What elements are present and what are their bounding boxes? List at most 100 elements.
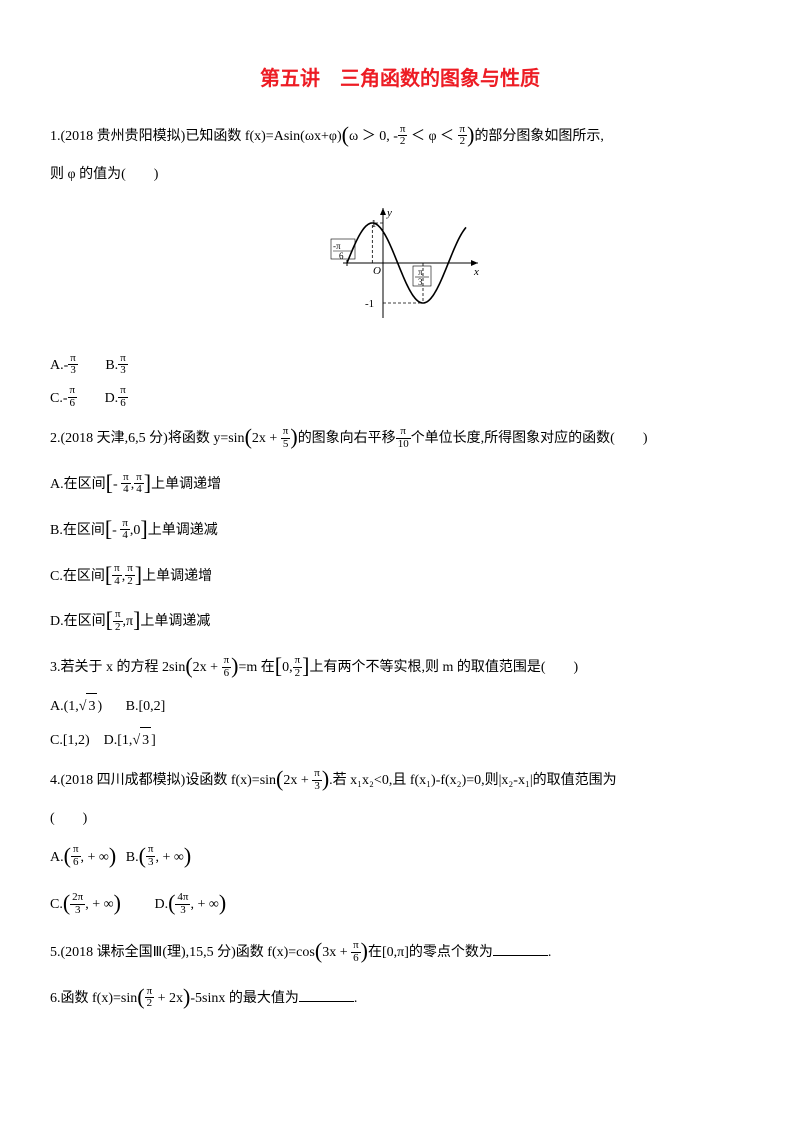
rparen-icon: ) [231,645,238,687]
q1-optD: D. [105,386,119,413]
q2-line1: 2.(2018 天津,6,5 分)将函数 y=sin(2x + π5)的图象向右… [50,418,750,460]
svg-text:6: 6 [339,251,344,261]
lparen-icon: ( [139,835,146,877]
q1-opts-ab: A.-π3 B.π3 [50,353,750,380]
q4-optA: A. [50,845,64,872]
q3-prefix: 3.若关于 x 的方程 2sin [50,660,185,675]
q4-prefix: 4.(2018 四川成都模拟)设函数 f(x)=sin [50,773,276,788]
q4-optC: C. [50,892,63,919]
rparen-icon: ) [322,758,329,800]
q2-mid: 的图象向右平移 [298,431,396,446]
rparen-icon: ) [361,930,368,972]
lparen-icon: ( [185,645,192,687]
q1-graph: Ox y1 -1 -π6 π3 [50,198,750,339]
rparen-icon: ) [184,835,191,877]
q5-line1: 5.(2018 课标全国Ⅲ(理),15,5 分)函数 f(x)=cos(3x +… [50,932,750,974]
q2-inside: 2x + [252,431,281,446]
q4-line2: ( ) [50,806,750,833]
frac-pi6: π6 [351,940,361,964]
q3-opts-ab: A.(1,√3) B.[0,2] [50,693,750,721]
frac-pi6: π6 [118,385,128,409]
q1-opts-cd: C.-π6 D.π6 [50,386,750,413]
frac-pi3: π3 [118,353,128,377]
q3-optB: B.[0,2] [126,694,166,721]
q1-optA: A.- [50,353,68,380]
q2-suffix: 个单位长度,所得图象对应的函数( ) [411,431,648,446]
q1-cond-a: ω ＞ 0, - [349,129,398,144]
sqrt-icon: √3 [79,693,98,721]
lparen-icon: ( [245,416,252,458]
sqrt-icon: √3 [132,727,151,755]
q3-optCD: C.[1,2) D.[1, [50,728,132,755]
answer-blank [299,988,354,1002]
frac-pi2: π2 [293,655,303,679]
q2-prefix: 2.(2018 天津,6,5 分)将函数 y=sin [50,431,245,446]
svg-text:-π: -π [333,241,341,251]
lparen-icon: ( [63,882,70,924]
q3-optA: A.(1, [50,694,79,721]
svg-text:π: π [418,267,423,277]
frac-pi10: π10 [396,426,411,450]
q1-prefix: 1.(2018 贵州贵阳模拟)已知函数 f(x)=Asin(ωx+φ) [50,129,342,144]
rbrack-icon: ] [140,508,147,550]
frac-pi6: π6 [222,655,232,679]
rparen-icon: ) [467,114,474,156]
q4-optD: D. [154,892,168,919]
rparen-icon: ) [183,976,190,1018]
svg-text:y: y [386,207,392,219]
svg-text:-1: -1 [365,298,374,310]
q3-line1: 3.若关于 x 的方程 2sin(2x + π6)=m 在[0,π2]上有两个不… [50,647,750,689]
rparen-icon: ) [109,835,116,877]
q4-optB: B. [126,845,139,872]
lparen-icon: ( [342,114,349,156]
frac-pi5: π5 [281,426,291,450]
frac-pi2: π2 [398,124,408,148]
rbrack-icon: ] [144,462,151,504]
svg-text:O: O [373,265,381,277]
rparen-icon: ) [114,882,121,924]
svg-text:3: 3 [418,277,423,287]
page-title: 第五讲 三角函数的图象与性质 [50,60,750,98]
q2-optB: B.在区间[- π4,0]上单调递减 [50,510,750,552]
lparen-icon: ( [64,835,71,877]
lparen-icon: ( [276,758,283,800]
lbrack-icon: [ [106,462,113,504]
q1-line1: 1.(2018 贵州贵阳模拟)已知函数 f(x)=Asin(ωx+φ)(ω ＞ … [50,116,750,158]
svg-text:1: 1 [371,218,377,230]
q1-cond-b: ＜ φ ＜ [407,129,457,144]
q1-line2: 则 φ 的值为( ) [50,162,750,189]
lparen-icon: ( [168,882,175,924]
rbrack-icon: ] [133,599,140,641]
lparen-icon: ( [137,976,144,1018]
sine-graph-icon: Ox y1 -1 -π6 π3 [315,198,485,328]
frac-pi2: π2 [145,986,155,1010]
svg-text:x: x [473,266,479,278]
rbrack-icon: ] [302,645,309,687]
lparen-icon: ( [315,930,322,972]
frac-pi3: π3 [68,353,78,377]
q4-line1: 4.(2018 四川成都模拟)设函数 f(x)=sin(2x + π3).若 x… [50,760,750,802]
q4-opts-ab: A.(π6, + ∞) B.(π3, + ∞) [50,837,750,879]
q6-prefix: 6.函数 f(x)=sin [50,991,137,1006]
rparen-icon: ) [290,416,297,458]
q1-optB: B. [105,353,118,380]
q1-suffix: 的部分图象如图所示, [474,129,604,144]
q3-opts-cd: C.[1,2) D.[1,√3] [50,727,750,755]
rparen-icon: ) [219,882,226,924]
lbrack-icon: [ [275,645,282,687]
frac-pi3: π3 [312,768,322,792]
q2-optD: D.在区间[π2,π]上单调递减 [50,601,750,643]
q2-optC: C.在区间[π4,π2]上单调递增 [50,556,750,598]
lbrack-icon: [ [105,554,112,596]
lbrack-icon: [ [105,508,112,550]
q6-line1: 6.函数 f(x)=sin(π2 + 2x)-5sinx 的最大值为. [50,978,750,1020]
q4-opts-cd: C.(2π3, + ∞) D.(4π3, + ∞) [50,884,750,926]
lbrack-icon: [ [106,599,113,641]
q2-optA: A.在区间[- π4,π4]上单调递增 [50,464,750,506]
q1-optC: C.- [50,386,68,413]
frac-pi6: π6 [68,385,78,409]
answer-blank [493,942,548,956]
rbrack-icon: ] [135,554,142,596]
frac-pi2: π2 [458,124,468,148]
q5-prefix: 5.(2018 课标全国Ⅲ(理),15,5 分)函数 f(x)=cos [50,945,315,960]
